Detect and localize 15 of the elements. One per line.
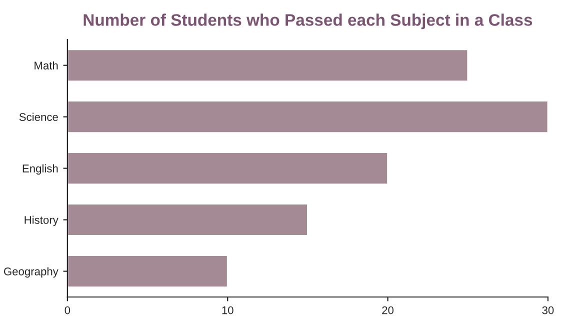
x-tick-label: 30 <box>542 306 554 314</box>
bar <box>67 203 308 236</box>
y-tick-label: Geography <box>4 267 58 278</box>
y-tick-label: Science <box>19 112 58 121</box>
x-tick-label: 0 <box>64 306 70 314</box>
y-tick-label: History <box>24 216 58 226</box>
x-tick-label: 10 <box>222 306 234 314</box>
chart-title: Number of Students who Passed each Subject in a Class <box>84 14 532 30</box>
bar <box>67 152 388 185</box>
x-tick-label: 20 <box>382 306 394 314</box>
y-tick-label: Math <box>34 61 58 70</box>
bar <box>67 48 469 82</box>
y-tick-label: English <box>22 164 58 175</box>
bar <box>67 254 228 288</box>
bar <box>67 100 548 134</box>
